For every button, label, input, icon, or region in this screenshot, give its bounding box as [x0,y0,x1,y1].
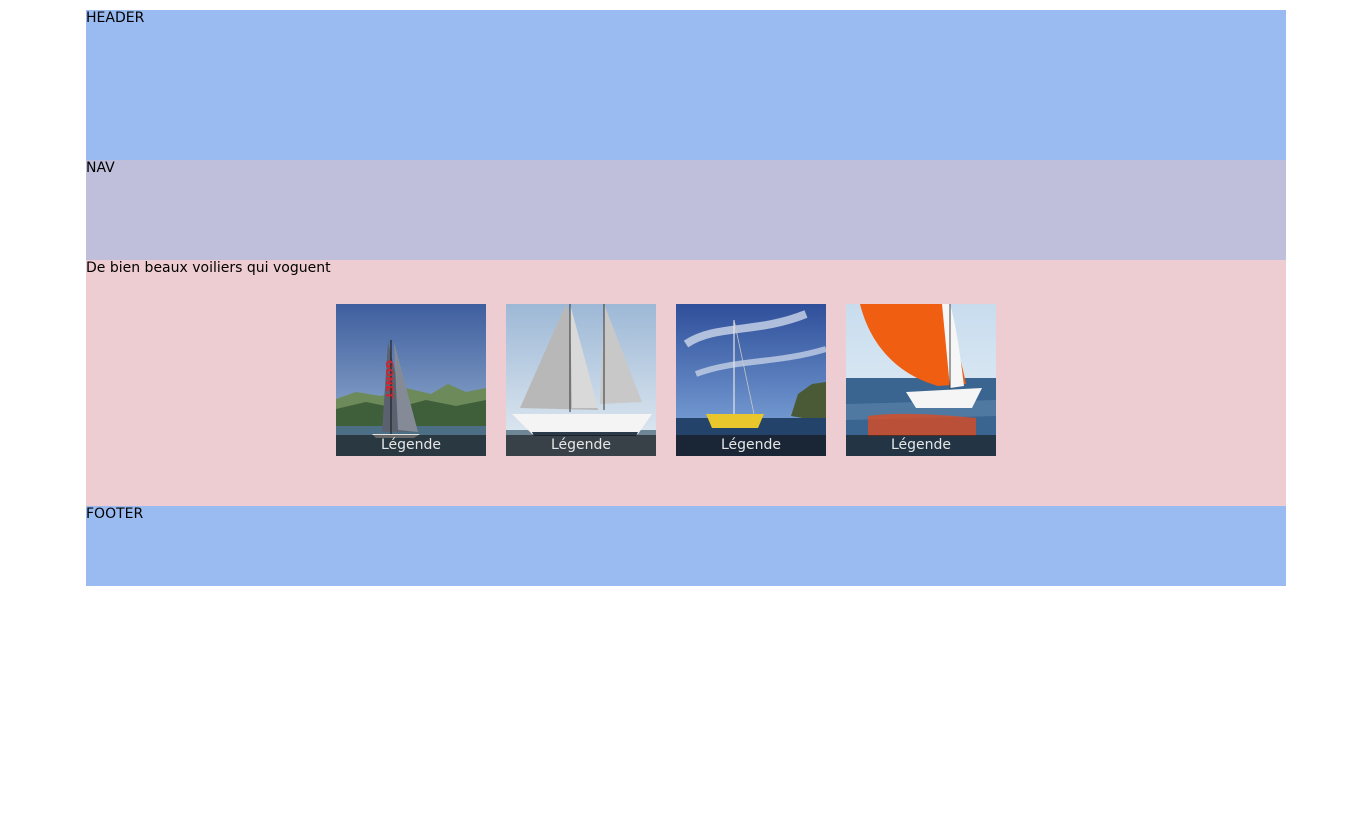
footer-section: FOOTER [86,506,1286,586]
gallery-caption: Légende [846,435,996,456]
main-title: De bien beaux voiliers qui voguent [86,260,331,276]
footer-label: FOOTER [86,506,144,522]
page-container: HEADER NAV De bien beaux voiliers qui vo… [86,10,1286,586]
header-label: HEADER [86,10,145,26]
gallery-item-2[interactable]: Légende [506,304,656,456]
main-section: De bien beaux voiliers qui voguent [86,260,1286,506]
gallery-item-3[interactable]: Légende [676,304,826,456]
sailboat-ketch-icon [506,304,656,456]
nav-section: NAV [86,160,1286,260]
gallery-item-4[interactable]: Légende [846,304,996,456]
svg-text:GONET: GONET [383,360,394,399]
gallery-item-1[interactable]: GONET Légende [336,304,486,456]
sailboat-orange-spinnaker-icon [846,304,996,456]
header-section: HEADER [86,10,1286,160]
nav-label: NAV [86,160,115,176]
image-gallery: GONET Légende [336,304,996,456]
sailboat-race-lake-icon: GONET [336,304,486,456]
gallery-caption: Légende [336,435,486,456]
gallery-caption: Légende [676,435,826,456]
gallery-caption: Légende [506,435,656,456]
sailboat-yellow-hull-icon [676,304,826,456]
